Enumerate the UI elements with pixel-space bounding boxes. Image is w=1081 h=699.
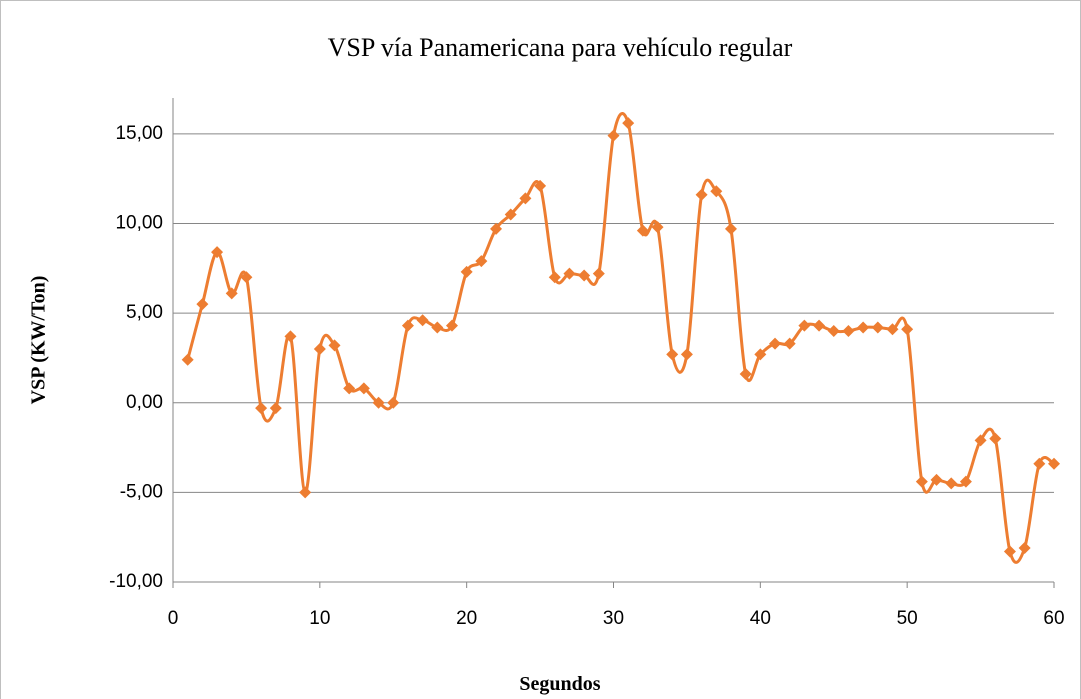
marker — [959, 475, 972, 488]
y-tick-label: 10,00 — [115, 212, 163, 233]
marker — [592, 267, 605, 280]
marker — [827, 325, 840, 338]
marker — [901, 323, 914, 336]
marker — [769, 337, 782, 350]
marker — [534, 179, 547, 192]
y-tick-label: 15,00 — [115, 123, 163, 144]
x-tick-label: 30 — [603, 608, 624, 629]
y-axis-title: VSP (KW/Ton) — [28, 276, 50, 405]
marker — [871, 321, 884, 334]
marker — [313, 342, 326, 355]
marker — [783, 337, 796, 350]
marker — [930, 473, 943, 486]
y-tick-label: -10,00 — [109, 571, 163, 592]
x-tick-label: 20 — [456, 608, 477, 629]
marker — [460, 265, 473, 278]
x-tick-label: 50 — [897, 608, 918, 629]
marker — [475, 255, 488, 268]
marker — [431, 321, 444, 334]
marker — [519, 192, 532, 205]
marker — [401, 319, 414, 332]
y-tick-label: -5,00 — [120, 481, 163, 502]
marker — [974, 434, 987, 447]
marker — [504, 208, 517, 221]
marker — [695, 188, 708, 201]
marker — [372, 396, 385, 409]
marker — [563, 267, 576, 280]
y-tick-label: 5,00 — [126, 302, 163, 323]
marker — [710, 185, 723, 198]
marker — [416, 314, 429, 327]
marker — [622, 117, 635, 130]
marker — [445, 319, 458, 332]
marker — [915, 475, 928, 488]
marker — [269, 402, 282, 415]
marker — [989, 432, 1002, 445]
marker — [1018, 541, 1031, 554]
marker — [387, 396, 400, 409]
marker — [240, 271, 253, 284]
marker — [1033, 457, 1046, 470]
marker — [680, 348, 693, 361]
marker — [651, 221, 664, 234]
x-tick-label: 10 — [309, 608, 330, 629]
x-tick-label: 0 — [168, 608, 179, 629]
marker — [798, 319, 811, 332]
marker — [299, 486, 312, 499]
marker — [284, 330, 297, 343]
marker — [945, 477, 958, 490]
marker — [842, 325, 855, 338]
marker — [1003, 545, 1016, 558]
y-tick-label: 0,00 — [126, 392, 163, 413]
marker — [636, 224, 649, 237]
marker — [225, 287, 238, 300]
marker — [813, 319, 826, 332]
marker — [490, 222, 503, 235]
marker — [196, 298, 209, 311]
marker — [724, 222, 737, 235]
marker — [255, 402, 268, 415]
marker — [548, 271, 561, 284]
marker — [357, 382, 370, 395]
marker — [886, 323, 899, 336]
marker — [211, 246, 224, 259]
marker — [343, 382, 356, 395]
marker — [739, 368, 752, 381]
marker — [181, 353, 194, 366]
x-tick-label: 40 — [750, 608, 771, 629]
x-tick-label: 60 — [1043, 608, 1064, 629]
marker — [666, 348, 679, 361]
marker — [607, 129, 620, 142]
marker — [328, 339, 341, 352]
marker — [1048, 457, 1060, 470]
marker — [578, 269, 591, 282]
marker — [754, 348, 767, 361]
chart-title: VSP vía Panamericana para vehículo regul… — [328, 33, 793, 62]
x-axis-title: Segundos — [519, 673, 600, 695]
marker — [857, 321, 870, 334]
